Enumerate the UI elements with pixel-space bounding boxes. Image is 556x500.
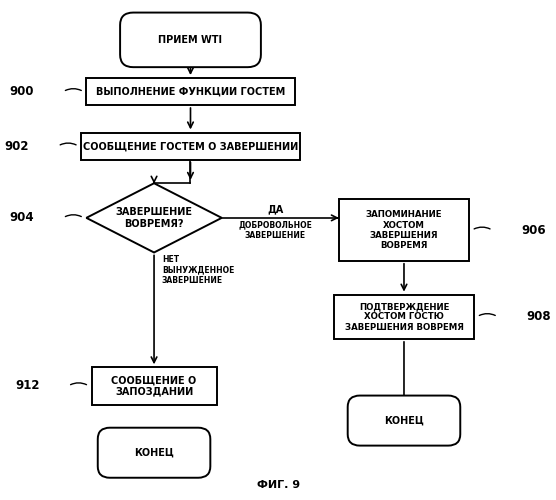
Text: 904: 904 bbox=[9, 212, 34, 224]
Text: ФИГ. 9: ФИГ. 9 bbox=[257, 480, 301, 490]
Text: ВЫПОЛНЕНИЕ ФУНКЦИИ ГОСТЕМ: ВЫПОЛНЕНИЕ ФУНКЦИИ ГОСТЕМ bbox=[96, 87, 285, 97]
FancyBboxPatch shape bbox=[98, 428, 210, 478]
Bar bbox=[86, 78, 295, 106]
Text: 900: 900 bbox=[10, 86, 34, 98]
Text: 908: 908 bbox=[527, 310, 551, 324]
Text: ПОДТВЕРЖДЕНИЕ
ХОСТОМ ГОСТЮ
ЗАВЕРШЕНИЯ ВОВРЕМЯ: ПОДТВЕРЖДЕНИЕ ХОСТОМ ГОСТЮ ЗАВЕРШЕНИЯ ВО… bbox=[345, 302, 463, 332]
Polygon shape bbox=[86, 183, 222, 252]
Text: СООБЩЕНИЕ ГОСТЕМ О ЗАВЕРШЕНИИ: СООБЩЕНИЕ ГОСТЕМ О ЗАВЕРШЕНИИ bbox=[83, 141, 298, 151]
Bar bbox=[92, 368, 216, 405]
Bar bbox=[339, 200, 469, 261]
Text: ДА: ДА bbox=[267, 204, 283, 214]
Text: 906: 906 bbox=[521, 224, 546, 236]
Text: ЗАПОМИНАНИЕ
ХОСТОМ
ЗАВЕРШЕНИЯ
ВОВРЕМЯ: ЗАПОМИНАНИЕ ХОСТОМ ЗАВЕРШЕНИЯ ВОВРЕМЯ bbox=[366, 210, 442, 250]
Text: КОНЕЦ: КОНЕЦ bbox=[384, 416, 424, 426]
Text: 912: 912 bbox=[15, 380, 39, 392]
Text: КОНЕЦ: КОНЕЦ bbox=[134, 448, 174, 458]
FancyBboxPatch shape bbox=[120, 12, 261, 67]
Bar bbox=[334, 294, 474, 339]
Text: ПРИЕМ WTI: ПРИЕМ WTI bbox=[158, 35, 222, 45]
Text: ЗАВЕРШЕНИЕ
ВОВРЕМЯ?: ЗАВЕРШЕНИЕ ВОВРЕМЯ? bbox=[116, 207, 192, 229]
Text: 902: 902 bbox=[4, 140, 29, 152]
Text: ДОБРОВОЛЬНОЕ
ЗАВЕРШЕНИЕ: ДОБРОВОЛЬНОЕ ЗАВЕРШЕНИЕ bbox=[238, 220, 312, 240]
FancyBboxPatch shape bbox=[348, 396, 460, 446]
Bar bbox=[81, 132, 300, 160]
Text: СООБЩЕНИЕ О
ЗАПОЗДАНИИ: СООБЩЕНИЕ О ЗАПОЗДАНИИ bbox=[111, 375, 197, 397]
Text: НЕТ
ВЫНУЖДЕННОЕ
ЗАВЕРШЕНИЕ: НЕТ ВЫНУЖДЕННОЕ ЗАВЕРШЕНИЕ bbox=[162, 255, 234, 284]
